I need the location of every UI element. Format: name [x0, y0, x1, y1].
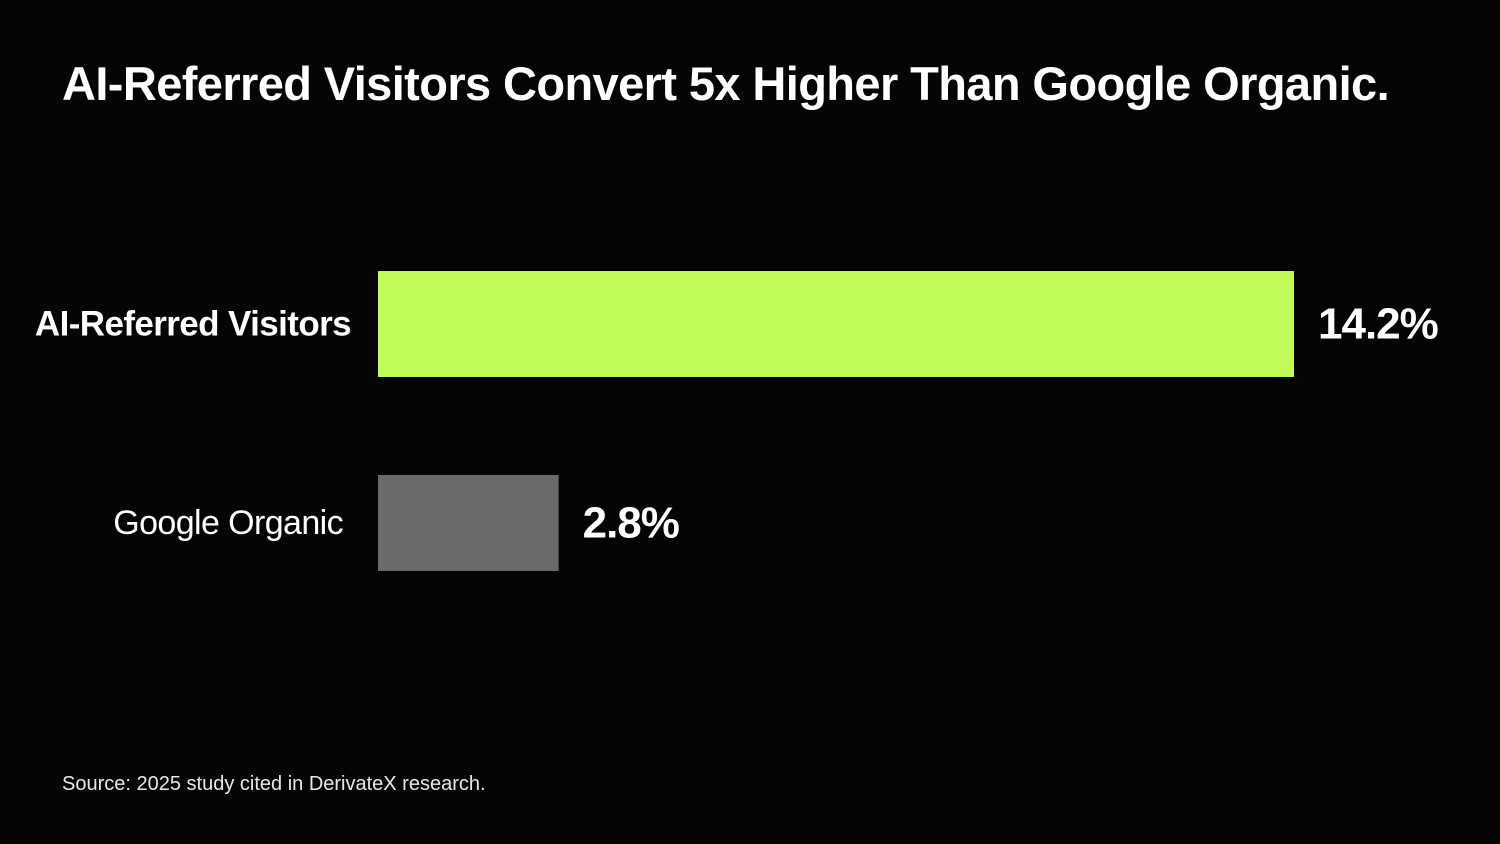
category-label: AI-Referred Visitors — [35, 305, 351, 344]
category-label: Google Organic — [113, 504, 343, 542]
bar — [378, 271, 1294, 377]
bar — [378, 475, 559, 571]
source-note: Source: 2025 study cited in DerivateX re… — [62, 773, 486, 795]
value-label: 14.2% — [1318, 300, 1438, 349]
value-label: 2.8% — [583, 499, 679, 548]
chart-title: AI-Referred Visitors Convert 5x Higher T… — [62, 57, 1390, 110]
